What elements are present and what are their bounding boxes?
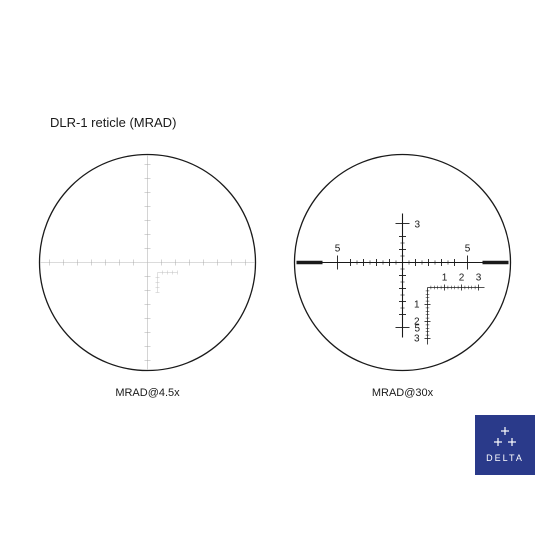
svg-text:5: 5	[465, 244, 471, 255]
scope-right: 3555123123 MRAD@30x	[290, 150, 515, 399]
scope-left: MRAD@4.5x	[35, 150, 260, 399]
caption-left: MRAD@4.5x	[115, 387, 179, 399]
logo-icon	[491, 427, 519, 449]
svg-text:3: 3	[415, 220, 421, 231]
svg-text:2: 2	[414, 317, 420, 328]
scopes-container: MRAD@4.5x 3555123123 MRAD@30x	[35, 150, 515, 399]
scope-left-svg	[35, 150, 260, 375]
svg-text:3: 3	[476, 273, 482, 284]
svg-text:5: 5	[335, 244, 341, 255]
svg-text:2: 2	[459, 273, 465, 284]
logo-text: DELTA	[486, 453, 524, 463]
svg-text:1: 1	[442, 273, 448, 284]
delta-logo: DELTA	[475, 415, 535, 475]
caption-right: MRAD@30x	[372, 387, 433, 399]
svg-text:3: 3	[414, 334, 420, 345]
scope-right-svg: 3555123123	[290, 150, 515, 375]
svg-text:1: 1	[414, 300, 420, 311]
diagram-title: DLR-1 reticle (MRAD)	[50, 115, 176, 130]
